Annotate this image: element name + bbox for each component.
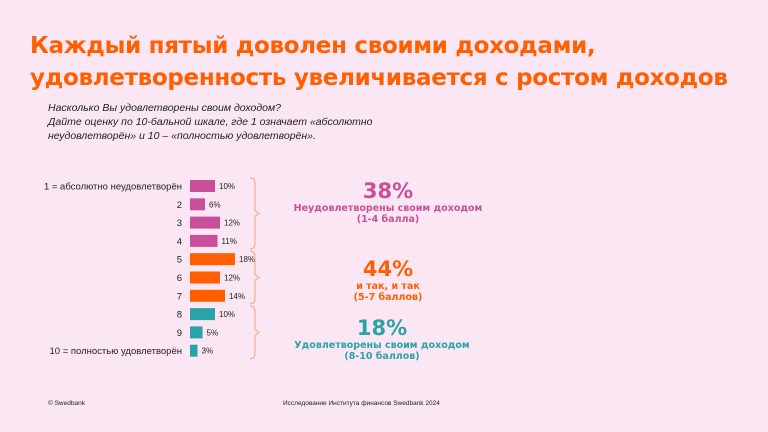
- question-line-3: неудовлетворён» и 10 – «полностью удовле…: [48, 130, 316, 142]
- bar: [190, 216, 220, 229]
- category-label: 2: [177, 200, 182, 211]
- group-dissatisfied: 38% Неудовлетворены своим доходом (1-4 б…: [268, 179, 508, 225]
- category-label: 10 = полностью удовлетворён: [50, 346, 183, 357]
- survey-question: Насколько Вы удовлетворены своим доходом…: [48, 101, 408, 143]
- bar: [190, 271, 220, 284]
- bar: [190, 326, 203, 339]
- data-label: 12%: [224, 274, 240, 283]
- group-neutral-label: и так, и так: [356, 281, 420, 292]
- group-neutral: 44% и так, и так (5-7 баллов): [268, 257, 508, 303]
- data-label: 10%: [219, 310, 235, 319]
- title-line-1: Каждый пятый доволен своими доходами,: [30, 33, 596, 59]
- data-label: 11%: [222, 237, 237, 246]
- category-label: 8: [177, 310, 182, 321]
- footer-copyright: © Swedbank: [48, 400, 85, 407]
- bar: [190, 180, 215, 192]
- question-line-1: Насколько Вы удовлетворены своим доходом…: [48, 102, 282, 114]
- bar: [190, 234, 218, 247]
- bar: [190, 289, 225, 302]
- bar: [190, 308, 215, 321]
- title-line-2: удовлетворенность увеличивается с ростом…: [30, 65, 728, 91]
- question-line-2: Дайте оценку по 10-бальной шкале, где 1 …: [48, 116, 373, 128]
- data-label: 12%: [224, 219, 240, 228]
- category-label: 7: [177, 291, 182, 302]
- data-label: 5%: [207, 328, 219, 337]
- data-label: 14%: [229, 292, 245, 301]
- data-label: 18%: [239, 255, 255, 264]
- group-neutral-range: (5-7 баллов): [353, 292, 423, 303]
- page-title: Каждый пятый доволен своими доходами, уд…: [30, 30, 760, 94]
- group-bracket: [249, 250, 260, 305]
- data-label: 10%: [219, 182, 235, 191]
- bar: [190, 198, 205, 211]
- bar: [190, 344, 198, 357]
- group-satisfied: 18% Удовлетворены своим доходом (8-10 ба…: [262, 316, 502, 362]
- group-dissatisfied-range: (1-4 балла): [356, 214, 420, 225]
- category-label: 4: [177, 236, 182, 247]
- category-label: 3: [177, 218, 182, 229]
- group-satisfied-percent: 18%: [356, 316, 408, 340]
- category-label: 5: [177, 255, 182, 266]
- group-satisfied-range: (8-10 баллов): [344, 351, 420, 362]
- footer-source: Исследование Института финансов Swedbank…: [283, 400, 440, 407]
- bar: [190, 253, 235, 266]
- group-satisfied-label: Удовлетворены своим доходом: [294, 340, 470, 351]
- data-label: 3%: [202, 347, 214, 356]
- group-dissatisfied-percent: 38%: [362, 179, 414, 203]
- data-label: 6%: [209, 200, 221, 209]
- group-bracket: [249, 305, 260, 360]
- category-label: 1 = абсолютно неудовлетворён: [44, 182, 182, 193]
- group-neutral-percent: 44%: [362, 257, 414, 281]
- category-label: 9: [177, 328, 182, 339]
- group-dissatisfied-label: Неудовлетворены своим доходом: [293, 203, 483, 214]
- category-label: 6: [177, 273, 182, 284]
- group-bracket: [249, 177, 260, 250]
